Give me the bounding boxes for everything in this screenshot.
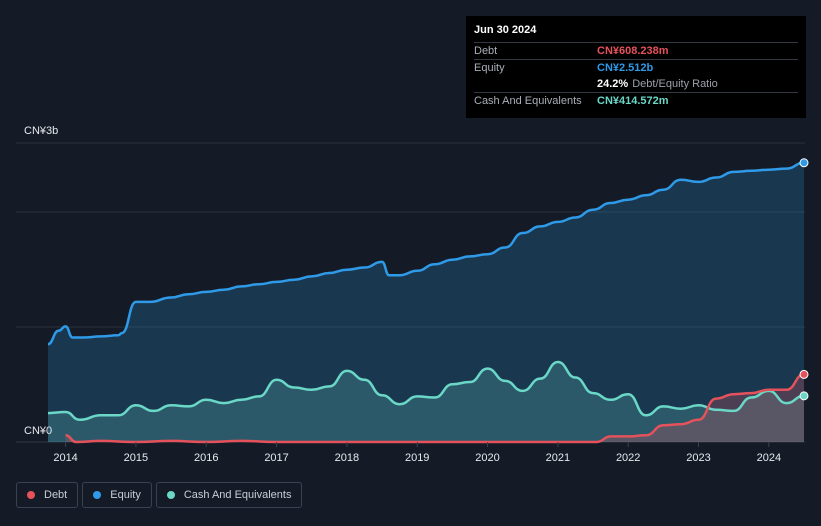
debt-area	[65, 374, 805, 442]
x-tick-label: 2019	[405, 452, 429, 464]
cash-area	[48, 362, 804, 442]
x-tick-label: 2014	[53, 452, 77, 464]
tooltip-cash-label: Cash And Equivalents	[474, 95, 582, 107]
tooltip-row-debt: Debt CN¥608.238m	[474, 42, 798, 59]
debt-endpoint	[799, 369, 809, 379]
legend-debt-label: Debt	[44, 489, 68, 501]
legend-equity-label: Equity	[110, 489, 141, 501]
tooltip-ratio-value: 24.2%	[597, 78, 629, 90]
legend-cash-dot-icon	[166, 491, 175, 499]
y-axis-zero-label: CN¥0	[24, 425, 53, 437]
chart-legend: Debt Equity Cash And Equivalents	[16, 482, 303, 508]
tooltip-equity-label: Equity	[474, 62, 505, 74]
legend-debt-dot-icon	[27, 491, 35, 499]
tooltip-debt-value: CN¥608.238m	[597, 45, 669, 57]
x-axis-ticks: 2014 2015 2016 2017 2018 2019 2020 2021 2022 2023…	[53, 442, 781, 464]
legend-item-cash[interactable]: Cash And Equivalents	[155, 482, 303, 508]
tooltip-row-cash: Cash And Equivalents CN¥414.572m	[474, 92, 798, 109]
x-tick-label: 2018	[335, 452, 359, 464]
tooltip-debt-label: Debt	[474, 45, 498, 57]
x-tick-label: 2021	[546, 452, 570, 464]
series-endpoints	[799, 158, 809, 401]
x-tick-label: 2023	[686, 452, 710, 464]
tooltip-row-ratio: 24.2% Debt/Equity Ratio	[474, 76, 798, 92]
legend-equity-dot-icon	[93, 491, 102, 499]
x-tick-label: 2020	[475, 452, 499, 464]
tooltip-date: Jun 30 2024	[474, 24, 537, 36]
x-tick-label: 2017	[264, 452, 288, 464]
data-tooltip: Jun 30 2024 Debt CN¥608.238m Equity CN¥2…	[466, 16, 806, 118]
x-tick-label: 2022	[616, 452, 640, 464]
equity-line	[47, 161, 805, 346]
tooltip-ratio-label: Debt/Equity Ratio	[632, 78, 718, 90]
cash-line	[47, 360, 805, 422]
debt-line	[65, 373, 805, 444]
legend-item-equity[interactable]: Equity	[82, 482, 152, 508]
x-tick-label: 2024	[757, 452, 781, 464]
tooltip-cash-value: CN¥414.572m	[597, 95, 669, 107]
legend-item-debt[interactable]: Debt	[16, 482, 79, 508]
x-tick-label: 2016	[194, 452, 218, 464]
legend-cash-label: Cash And Equivalents	[183, 489, 292, 501]
cash-endpoint	[799, 391, 809, 401]
series-lines	[47, 161, 805, 444]
equity-area	[48, 162, 804, 443]
tooltip-equity-value: CN¥2.512b	[597, 62, 654, 74]
equity-endpoint	[799, 158, 809, 168]
x-tick-label: 2015	[124, 452, 148, 464]
y-axis-top-label: CN¥3b	[24, 125, 59, 137]
series-areas	[48, 162, 805, 443]
tooltip-row-equity: Equity CN¥2.512b	[474, 59, 798, 76]
